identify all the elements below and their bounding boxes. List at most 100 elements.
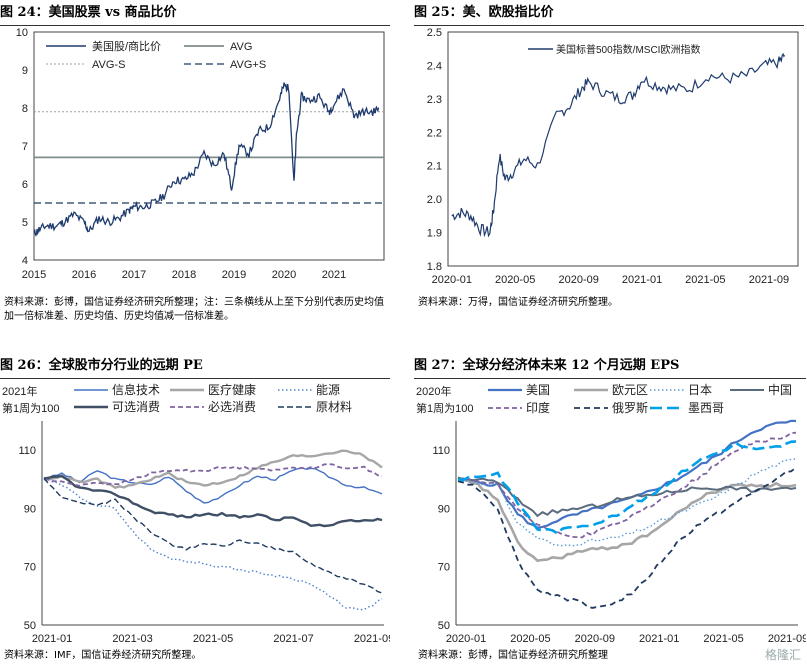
series-line-2 [457, 476, 797, 563]
source-note: 资料来源：彭博，国信证券经济研究所整理 [418, 650, 608, 661]
y-tick-label: 70 [438, 562, 450, 574]
series-line-6 [457, 466, 797, 609]
y-tick-label: 2.0 [427, 194, 442, 206]
x-tick-label: 2021-01 [622, 274, 662, 286]
series-line-4 [43, 474, 383, 528]
x-tick-label: 2019 [222, 269, 246, 281]
legend-label: 俄罗斯 [612, 401, 648, 415]
series-line-1 [457, 419, 797, 529]
x-tick-label: 2021-05 [685, 274, 725, 286]
y-tick-label: 2.4 [427, 60, 442, 72]
legend-label: AVG-S [92, 59, 125, 71]
x-tick-label: 2021-05 [193, 633, 233, 645]
x-tick-label: 2020-01 [432, 274, 472, 286]
y-tick-label: 2.3 [427, 94, 442, 106]
panel-title: 图 24：美国股票 vs 商品比价 [0, 0, 390, 26]
x-tick-label: 2021-01 [32, 633, 72, 645]
watermark-logo: 格隆汇 [764, 648, 801, 662]
legend-label: 美国股/商比价 [92, 39, 161, 53]
series-line-5 [457, 431, 797, 539]
source-note: 资料来源：万得，国信证券经济研究所整理。 [418, 297, 618, 308]
panel-us-stock-vs-commodity: 图 24：美国股票 vs 商品比价 4 5 6 7 8 9 10 2015 2016 2017 20… [0, 0, 390, 333]
x-tick-label: 2021-05 [703, 633, 743, 645]
series-line-2 [43, 449, 383, 490]
legend-label: 可选消费 [112, 400, 160, 414]
legend-label: 原材料 [316, 400, 352, 414]
x-tick-label: 2017 [122, 269, 146, 281]
y-tick-label: 1.9 [427, 228, 442, 240]
x-tick-label: 2018 [172, 269, 196, 281]
y-axis-label: 第1周为100 [2, 401, 59, 415]
y-tick-label: 5 [22, 217, 28, 229]
panel-title: 图 25：美、欧股指比价 [414, 0, 804, 26]
y-tick-label: 7 [22, 141, 28, 153]
y-tick-label: 110 [18, 445, 36, 457]
panel-title: 图 27：全球分经济体未来 12 个月远期 EPS [414, 353, 806, 379]
y-tick-label: 10 [16, 28, 28, 39]
x-tick-label: 2021-01 [639, 633, 679, 645]
x-tick-label: 2021-09 [768, 633, 806, 645]
legend-label: 美国 [526, 383, 550, 397]
x-tick-label: 2020-05 [510, 633, 550, 645]
legend-label: 美国标普500指数/MSCI欧洲指数 [556, 43, 700, 56]
legend-label: 日本 [688, 383, 712, 397]
legend-label: 印度 [526, 400, 550, 415]
x-tick-label: 2021-03 [112, 633, 152, 645]
y-tick-label: 2.5 [427, 28, 442, 39]
y-tick-label: 8 [22, 103, 28, 115]
x-tick-label: 2021-07 [273, 633, 313, 645]
chart-2: 1.8 1.9 2.0 2.1 2.2 2.3 2.4 2.5 2020-01 2020-05 20… [427, 28, 799, 286]
y-tick-label: 90 [24, 503, 36, 515]
panel-us-eu-index-ratio: 图 25：美、欧股指比价 1.8 1.9 2.0 2.1 2.2 2.3 2.4 2.5 202… [414, 0, 804, 333]
y-tick-label: 6 [22, 179, 28, 191]
y-tick-label: 50 [438, 620, 450, 632]
y-tick-label: 50 [24, 620, 36, 632]
source-note: 资料来源：彭博，国信证券经济研究所整理；注：三条横线从上至下分别代表历史均值加一… [4, 297, 384, 322]
y-tick-label: 4 [22, 255, 28, 267]
series-line-6 [43, 477, 383, 594]
y-axis-label: 2021年 [2, 384, 37, 398]
y-tick-label: 90 [438, 503, 450, 515]
series-line-1 [43, 467, 383, 504]
y-tick-label: 2.2 [427, 127, 442, 139]
y-tick-label: 2.1 [427, 161, 442, 173]
chart-1: 4 5 6 7 8 9 10 2015 2016 2017 2018 2019 2020 2021 美国股/… [16, 28, 385, 281]
panel-title: 图 26：全球股市分行业的远期 PE [0, 353, 390, 379]
series-line-7 [457, 440, 797, 536]
x-tick-label: 2021-09 [354, 633, 390, 645]
legend-label: 能源 [316, 383, 340, 397]
legend-label: AVG [230, 41, 252, 53]
x-tick-label: 2021-09 [749, 274, 789, 286]
plot-frame [33, 31, 385, 261]
legend-label: 信息技术 [112, 382, 160, 397]
series-line-us-stock-commodity [33, 82, 380, 237]
legend-label: 中国 [768, 382, 792, 397]
y-tick-label: 110 [432, 445, 450, 457]
legend-label: 欧元区 [612, 383, 648, 397]
x-tick-label: 2020-09 [558, 274, 598, 286]
series-line-5 [43, 463, 383, 487]
series-line-us-eu-ratio [451, 52, 786, 238]
panel-sector-forward-pe: 图 26：全球股市分行业的远期 PE 2021年第1周为100 50 70 90 110… [0, 353, 390, 667]
y-tick-label: 9 [22, 65, 28, 77]
x-tick-label: 2020-09 [575, 633, 615, 645]
x-tick-label: 2020 [272, 269, 296, 281]
legend-label: 必选消费 [208, 400, 256, 414]
source-note: 资料来源：IMF，国信证券经济研究所整理。 [4, 650, 202, 661]
y-tick-label: 70 [24, 562, 36, 574]
y-tick-label: 1.8 [427, 261, 442, 273]
legend-label: AVG+S [230, 59, 266, 71]
panel-forward-eps: 图 27：全球分经济体未来 12 个月远期 EPS 2020年第1周为100 50… [414, 353, 806, 667]
x-tick-label: 2020-05 [495, 274, 535, 286]
x-tick-label: 2016 [72, 269, 96, 281]
x-tick-label: 2020-01 [446, 633, 486, 645]
x-tick-label: 2021 [322, 269, 346, 281]
y-axis-label: 第1周为100 [416, 401, 473, 415]
legend-label: 墨西哥 [688, 401, 724, 415]
y-axis-label: 2020年 [416, 384, 451, 398]
x-tick-label: 2015 [22, 269, 46, 281]
plot-frame [447, 31, 799, 267]
legend-label: 医疗健康 [208, 382, 256, 397]
